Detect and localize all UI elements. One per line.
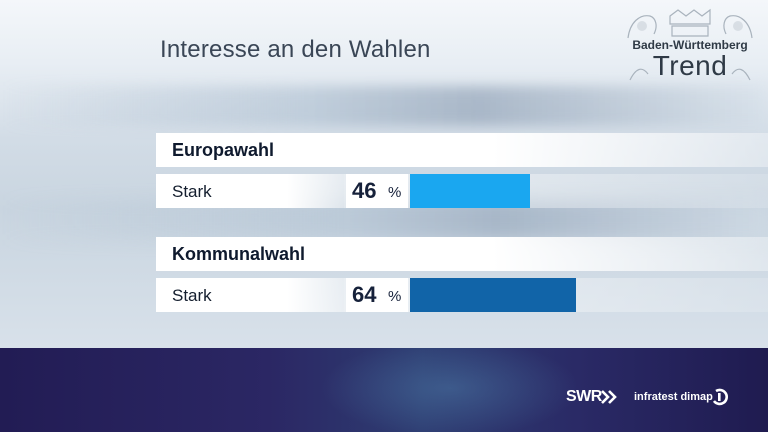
bar-kommunalwahl-stark [410,278,576,312]
infratest-dimap-logo: infratest dimap [634,391,713,403]
data-label-box: 64 % [346,278,408,312]
chart-title: Interesse an den Wahlen [160,36,431,63]
category-label-box: Stark [156,278,344,312]
group-label: Kommunalwahl [172,244,306,264]
infratest-dimap-icon [712,388,728,406]
group-header-kommunalwahl: Kommunalwahl [156,237,768,271]
group-label: Europawahl [172,140,275,160]
swr-arrows-icon [601,390,617,404]
trend-logo: Baden-Württemberg Trend [622,8,758,84]
unit-label: % [388,288,402,305]
bar-europawahl-stark [410,174,530,208]
swr-logo: SWR [566,388,602,405]
category-label: Stark [172,286,212,305]
footer-glow [320,348,580,432]
group-header-europawahl: Europawahl [156,133,768,167]
data-label-box: 46 % [346,174,408,208]
logo-region-text: Baden-Württemberg [632,38,748,52]
background-blur [0,86,768,126]
coat-of-arms-icon [627,8,753,81]
footer-band [0,348,768,432]
category-label-box: Stark [156,174,344,208]
category-label: Stark [172,182,212,201]
unit-label: % [388,184,402,201]
data-label: 64 [352,282,377,307]
logo-trend-text: Trend [652,50,728,81]
data-label: 46 [352,178,377,203]
